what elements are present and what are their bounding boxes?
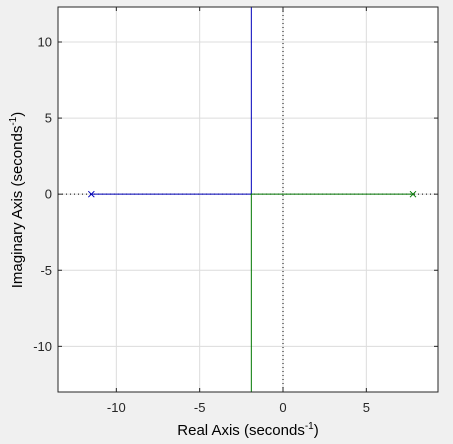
plot-area [58,7,438,392]
plot-frame [57,6,439,393]
pole-marker [87,190,95,198]
x-tick-label: 0 [279,400,286,415]
pole-marker-stroke [87,190,95,198]
pole-marker-stroke [409,190,417,198]
locus-branches [91,7,413,392]
x-tick-label: 5 [363,400,370,415]
y-tick-label: 10 [38,35,52,50]
x-tick-label: -10 [107,400,126,415]
y-tick-labels: -10 -5 0 5 10 [33,35,52,354]
pole-markers [87,190,417,198]
axis-ticks [58,7,438,392]
y-tick-label: -5 [40,263,52,278]
y-tick-label: -10 [33,339,52,354]
locus-branch [250,193,413,392]
y-tick-label: 5 [45,111,52,126]
y-tick-label: 0 [45,187,52,202]
x-axis-label: Real Axis (seconds-1) [177,421,318,439]
y-axis-label: Imaginary Axis (seconds-1) [8,112,26,288]
pole-marker [409,190,417,198]
x-tick-labels: -10 -5 0 5 [107,400,370,415]
x-tick-label: -5 [194,400,206,415]
